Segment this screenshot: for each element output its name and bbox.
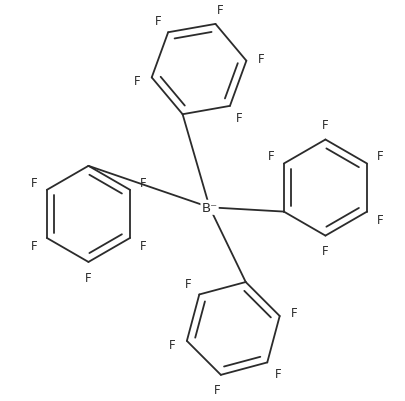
Text: F: F bbox=[155, 15, 161, 28]
Text: F: F bbox=[30, 239, 37, 252]
Text: F: F bbox=[140, 239, 146, 252]
Text: F: F bbox=[274, 367, 281, 380]
Text: F: F bbox=[236, 112, 242, 125]
Text: F: F bbox=[321, 119, 328, 132]
Text: F: F bbox=[30, 176, 37, 189]
Text: F: F bbox=[267, 150, 273, 163]
Text: F: F bbox=[257, 53, 264, 65]
Text: F: F bbox=[217, 4, 224, 17]
Text: F: F bbox=[376, 150, 383, 163]
Text: F: F bbox=[376, 213, 383, 226]
Text: F: F bbox=[140, 176, 146, 189]
Text: F: F bbox=[213, 383, 220, 396]
Text: F: F bbox=[85, 271, 92, 284]
Text: F: F bbox=[290, 306, 297, 319]
Text: F: F bbox=[168, 338, 175, 351]
Text: F: F bbox=[185, 277, 192, 291]
Text: F: F bbox=[321, 245, 328, 257]
Text: B⁻: B⁻ bbox=[201, 201, 217, 214]
Text: F: F bbox=[133, 74, 140, 87]
